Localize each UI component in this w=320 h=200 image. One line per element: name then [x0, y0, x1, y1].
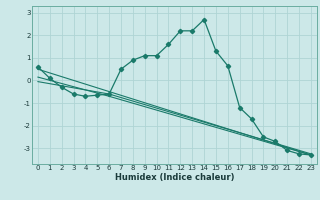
X-axis label: Humidex (Indice chaleur): Humidex (Indice chaleur)	[115, 173, 234, 182]
